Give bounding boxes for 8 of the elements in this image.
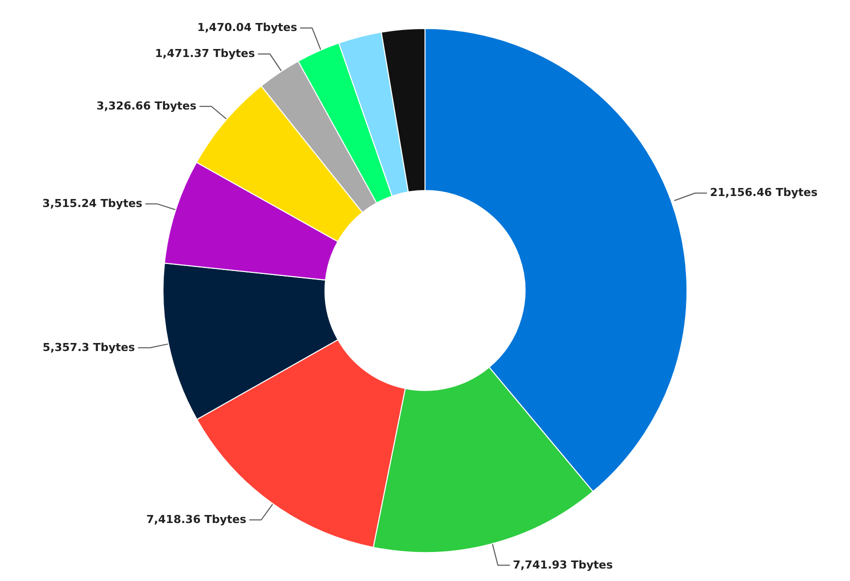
data-label: 1,470.04 Tbytes [197, 21, 298, 34]
data-label: 7,741.93 Tbytes [512, 558, 614, 572]
data-label: 5,357.3 Tbytes [42, 340, 136, 354]
data-label: 3,515.24 Tbytes [42, 196, 143, 210]
data-label: 3,326.66 Tbytes [96, 99, 197, 112]
data-label: 7,418.36 Tbytes [146, 512, 247, 526]
data-label: 1,471.37 Tbytes [155, 47, 256, 60]
data-label: 21,156.46 Tbytes [710, 186, 818, 200]
